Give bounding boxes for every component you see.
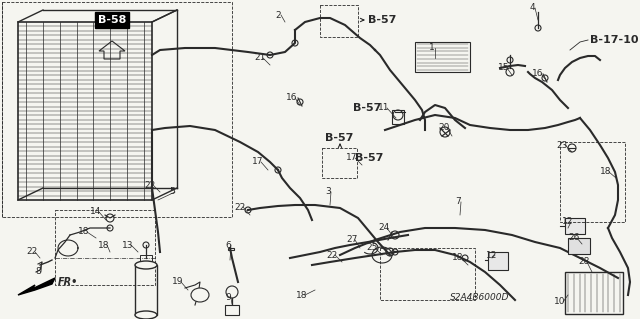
Text: 15: 15 bbox=[499, 63, 509, 72]
Text: 18: 18 bbox=[99, 241, 109, 249]
Ellipse shape bbox=[191, 288, 209, 302]
Text: B-57: B-57 bbox=[355, 153, 383, 163]
Bar bbox=[18, 22, 152, 200]
Text: B-57: B-57 bbox=[368, 15, 396, 25]
Text: 22: 22 bbox=[26, 248, 38, 256]
Bar bbox=[322, 148, 357, 178]
Text: 3: 3 bbox=[325, 188, 331, 197]
Text: B-57: B-57 bbox=[325, 133, 353, 143]
Text: 21: 21 bbox=[254, 54, 266, 63]
Bar bbox=[228, 248, 234, 250]
Bar bbox=[560, 142, 625, 222]
Text: B-17-10: B-17-10 bbox=[590, 35, 639, 45]
Bar bbox=[225, 305, 239, 315]
Text: 8: 8 bbox=[35, 268, 41, 277]
Bar bbox=[565, 218, 585, 234]
Text: 22: 22 bbox=[145, 181, 156, 189]
Text: 28: 28 bbox=[579, 257, 589, 266]
Bar bbox=[380, 248, 475, 300]
Text: 16: 16 bbox=[286, 93, 298, 102]
Polygon shape bbox=[18, 278, 55, 295]
Text: 18: 18 bbox=[600, 167, 612, 176]
Text: B-58: B-58 bbox=[98, 15, 126, 25]
Text: S2A4B6000D: S2A4B6000D bbox=[451, 293, 509, 302]
Bar bbox=[135, 265, 157, 315]
Text: 19: 19 bbox=[172, 278, 184, 286]
Bar bbox=[55, 210, 155, 285]
Text: 9: 9 bbox=[225, 293, 231, 302]
Text: 18: 18 bbox=[296, 291, 308, 300]
Text: 17: 17 bbox=[252, 158, 264, 167]
Text: 20: 20 bbox=[438, 123, 450, 132]
Text: 14: 14 bbox=[90, 207, 102, 217]
Text: 16: 16 bbox=[532, 70, 544, 78]
Text: 5: 5 bbox=[169, 188, 175, 197]
Text: 13: 13 bbox=[122, 241, 134, 249]
Text: 17: 17 bbox=[346, 153, 358, 162]
Text: 4: 4 bbox=[529, 4, 535, 12]
Text: 1: 1 bbox=[429, 43, 435, 53]
Bar bbox=[568, 238, 590, 254]
Text: 22: 22 bbox=[326, 250, 338, 259]
Text: 2: 2 bbox=[275, 11, 281, 19]
Text: B-57: B-57 bbox=[353, 103, 381, 113]
Bar bbox=[392, 110, 404, 124]
Bar bbox=[2, 2, 232, 217]
Text: 23: 23 bbox=[556, 140, 568, 150]
Text: 12: 12 bbox=[563, 218, 573, 226]
Text: 11: 11 bbox=[378, 103, 390, 113]
Ellipse shape bbox=[135, 261, 157, 269]
Bar bbox=[488, 252, 508, 270]
Bar bbox=[140, 255, 152, 261]
Text: 6: 6 bbox=[225, 241, 231, 249]
Text: FR•: FR• bbox=[58, 277, 78, 287]
Text: 12: 12 bbox=[486, 250, 498, 259]
Text: 18: 18 bbox=[78, 227, 90, 236]
Text: 27: 27 bbox=[346, 235, 358, 244]
Text: 18: 18 bbox=[452, 254, 464, 263]
Bar bbox=[320, 5, 358, 37]
Ellipse shape bbox=[135, 311, 157, 319]
Text: 22: 22 bbox=[234, 203, 246, 211]
Bar bbox=[565, 272, 623, 314]
Text: 7: 7 bbox=[455, 197, 461, 206]
Text: 10: 10 bbox=[554, 298, 566, 307]
Text: 24: 24 bbox=[378, 224, 390, 233]
Text: 25: 25 bbox=[366, 243, 378, 253]
Text: 26: 26 bbox=[568, 234, 580, 242]
Bar bbox=[415, 42, 470, 72]
